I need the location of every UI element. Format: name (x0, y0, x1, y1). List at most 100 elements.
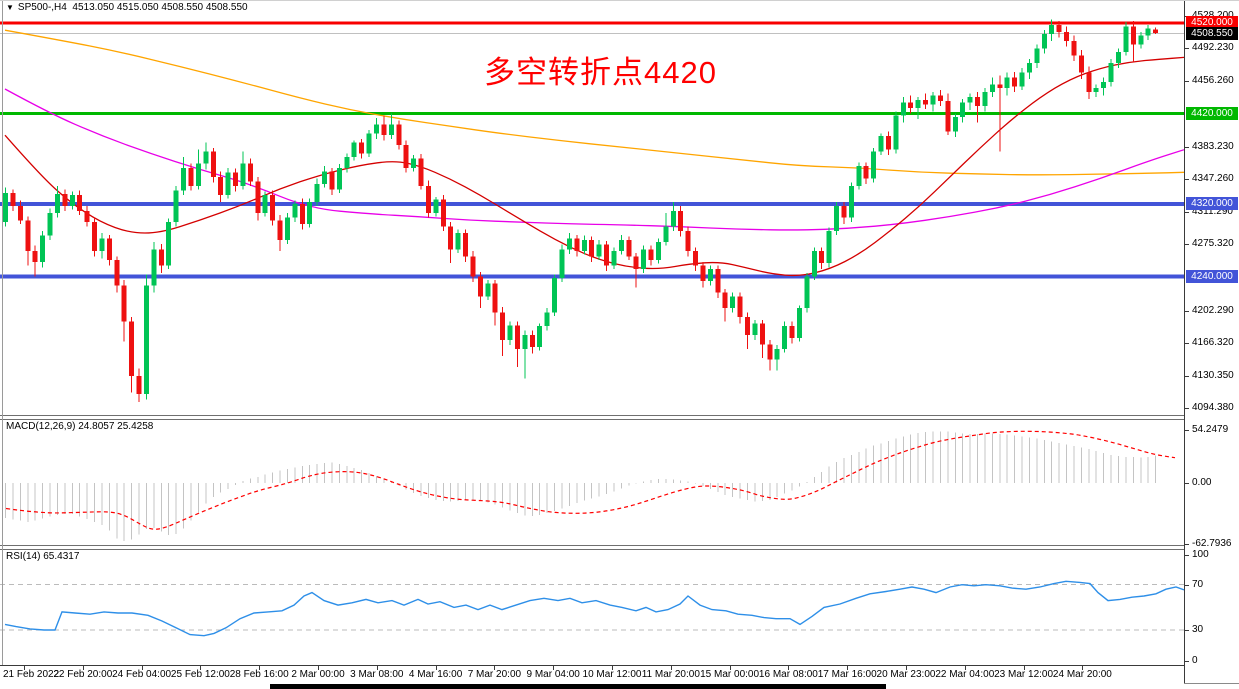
candle-body (618, 240, 624, 252)
candle-body (604, 244, 610, 266)
time-axis-tick (24, 666, 25, 670)
candle-body (477, 276, 483, 297)
candle-body (129, 321, 135, 376)
candle-body (1034, 48, 1040, 63)
rsi-axis-label: 100 (1192, 549, 1209, 560)
macd-axis-tick (1185, 483, 1189, 484)
candle-body (730, 296, 736, 309)
candle-body (537, 326, 543, 348)
candle-body (1019, 72, 1025, 87)
candle-body (782, 326, 788, 349)
rsi-panel[interactable] (0, 549, 1184, 665)
candle-body (767, 344, 773, 360)
candle-body (834, 205, 840, 232)
price-chart-panel[interactable] (0, 1, 1184, 417)
time-axis-tick (730, 666, 731, 670)
candle-body (774, 348, 780, 360)
rsi-line (4, 580, 1184, 637)
symbol-period: SP500-,H4 (17, 2, 67, 13)
time-axis-tick (965, 666, 966, 670)
time-axis-tick (83, 666, 84, 670)
macd-axis-label: 54.2479 (1192, 424, 1229, 436)
panel-separator[interactable] (0, 415, 1184, 420)
time-axis-tick (1082, 666, 1083, 670)
candle-body (218, 176, 224, 195)
rsi-axis-tick (1185, 661, 1189, 662)
candle-body (908, 102, 914, 109)
candle-body (322, 171, 328, 185)
candle-body (885, 136, 891, 150)
time-axis-label: 24 Feb 04:00 (112, 669, 172, 680)
candle-body (255, 181, 261, 214)
candle-body (188, 167, 194, 186)
candle-body (1049, 24, 1055, 34)
candle-body (143, 285, 149, 395)
macd-axis-label: 0.00 (1192, 477, 1212, 489)
time-axis-tick (200, 666, 201, 670)
time-axis-label: 20 Mar 23:00 (876, 669, 936, 680)
price-badge-4320.000: 4320.000 (1186, 197, 1238, 211)
candle-body (1071, 41, 1077, 56)
candle-body (500, 312, 506, 340)
panel-separator[interactable] (0, 545, 1184, 550)
candle-body (626, 240, 632, 257)
candle-body (485, 283, 491, 297)
rsi-axis-label: 0 (1192, 655, 1198, 666)
candle-body (195, 163, 201, 186)
time-axis[interactable]: 21 Feb 2022 22 Feb 20:00 24 Feb 04:00 25 Fe… (0, 665, 1184, 684)
candle-body (463, 232, 469, 257)
candle-body (1130, 26, 1136, 45)
macd-signal-line (5, 430, 1176, 530)
rsi-axis-tick (1185, 585, 1189, 586)
time-axis-tick (671, 666, 672, 670)
ohlc-values: 4513.050 4515.050 4508.550 4508.550 (72, 2, 248, 13)
macd-axis-tick (1185, 430, 1189, 431)
candle-body (270, 194, 276, 221)
candle-body (470, 256, 476, 277)
price-axis-tick (1185, 408, 1189, 409)
candle-body (529, 335, 535, 348)
time-axis-tick (906, 666, 907, 670)
price-axis-label: 4528.200 (1192, 9, 1234, 21)
candle-body (1145, 28, 1151, 36)
candle-body (930, 95, 936, 105)
candle-body (552, 278, 558, 313)
ma-slow-orange (4, 29, 1184, 176)
macd-label: MACD(12,26,9) 24.8057 25.4258 (6, 421, 154, 432)
candle-body (574, 238, 580, 252)
time-axis-label: 9 Mar 04:00 (526, 669, 580, 680)
horizontal-scrollbar-thumb[interactable] (270, 684, 886, 689)
candle-body (655, 242, 661, 261)
candle-body (759, 323, 765, 345)
candle-body (960, 102, 966, 118)
candle-body (566, 238, 572, 250)
candle-body (307, 202, 313, 224)
candle-body (344, 156, 350, 168)
price-axis-label: 4166.320 (1192, 337, 1234, 349)
price-axis-label: 4094.380 (1192, 402, 1234, 414)
collapse-arrow-icon[interactable]: ▼ (6, 3, 14, 12)
candle-body (952, 117, 958, 132)
time-axis-tick (377, 666, 378, 670)
time-axis-label: 28 Feb 16:00 (229, 669, 289, 680)
candle-body (589, 240, 595, 257)
candle-body (366, 133, 372, 154)
candle-body (1026, 62, 1032, 73)
candle-body (737, 296, 743, 318)
candle-body (403, 145, 409, 168)
candle-body (975, 97, 981, 107)
ma-fast-red (4, 56, 1184, 277)
time-axis-label: 25 Feb 12:00 (170, 669, 230, 680)
candle-body (114, 260, 120, 286)
macd-panel[interactable] (0, 419, 1184, 545)
candle-body (707, 269, 713, 281)
price-axis-tick (1185, 147, 1189, 148)
candle-body (789, 326, 795, 338)
candle-body (514, 325, 520, 349)
candle-body (1041, 33, 1047, 49)
candle-body (1116, 51, 1121, 63)
candle-body (915, 99, 921, 109)
price-axis[interactable]: 4528.200 4492.230 4456.260 4383.230 4347.260… (1184, 1, 1239, 683)
time-axis-label: 3 Mar 08:00 (350, 669, 404, 680)
